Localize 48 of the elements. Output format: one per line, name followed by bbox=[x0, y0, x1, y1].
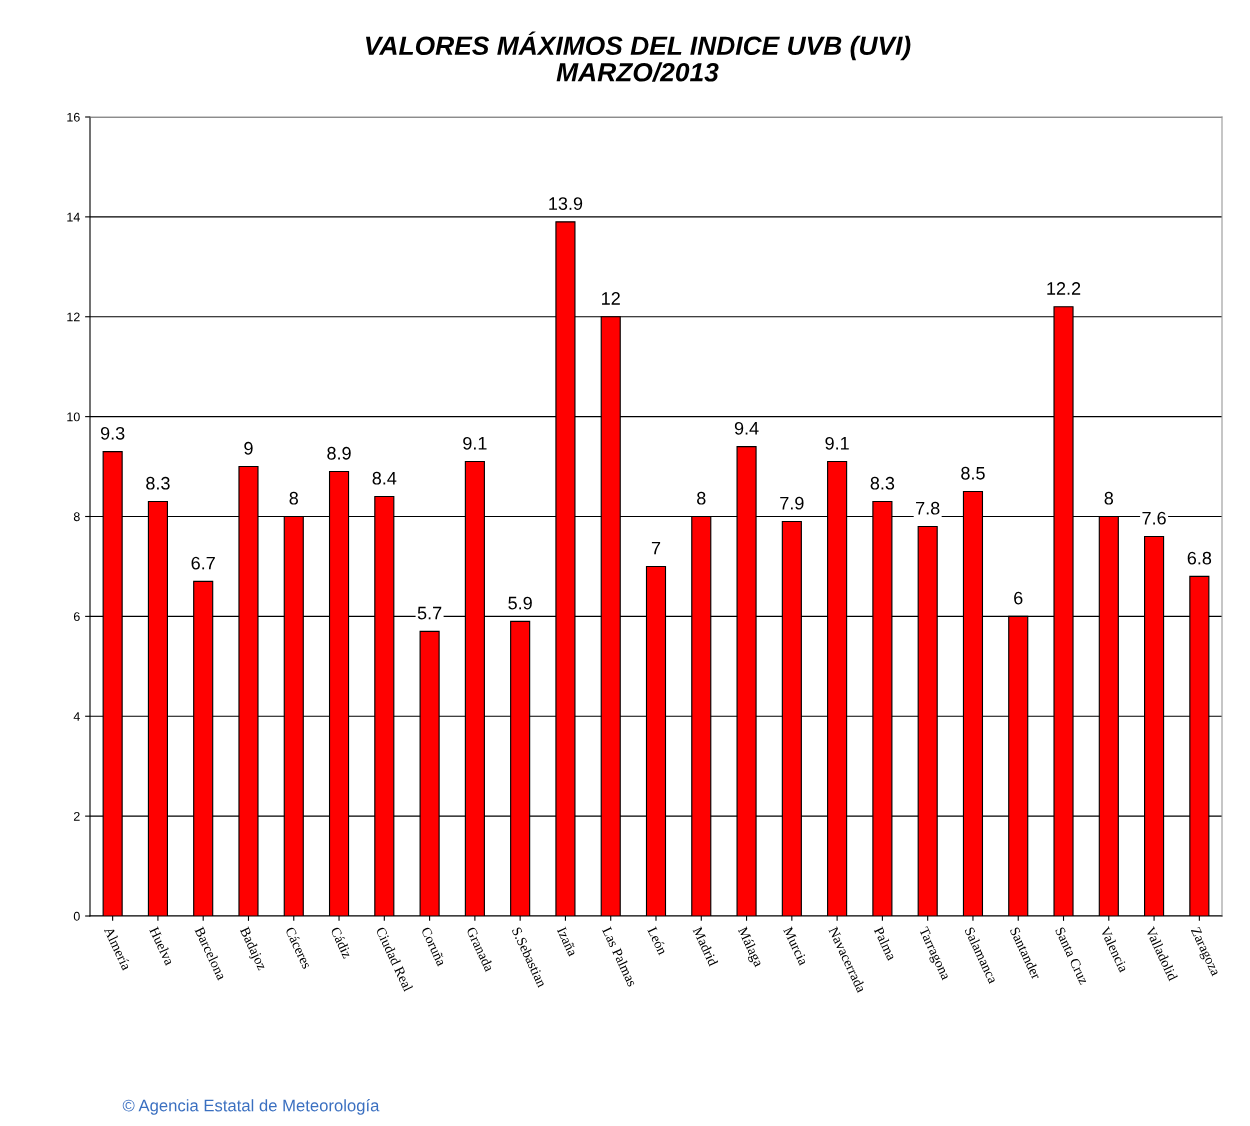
data-label: 9.3 bbox=[100, 426, 125, 440]
y-tick-label: 0 bbox=[73, 911, 80, 921]
x-tick-label: Cádiz bbox=[330, 926, 353, 959]
y-tick-label: 8 bbox=[73, 512, 80, 522]
x-tick-label: Coruña bbox=[420, 926, 447, 967]
data-label: 12.2 bbox=[1047, 282, 1081, 295]
chart-title: VALORES MÁXIMOS DEL INDICE UVB (UVI) MARZO/2013 bbox=[366, 31, 911, 82]
x-tick-label: Palma bbox=[873, 926, 897, 962]
data-label: 12 bbox=[602, 292, 620, 305]
x-tick-label: Santa Cruz bbox=[1055, 926, 1089, 986]
y-tick-label: 14 bbox=[67, 212, 80, 222]
x-tick-label: Izaña bbox=[556, 926, 578, 957]
y-tick-label: 10 bbox=[67, 412, 80, 422]
x-tick-label: Valencia bbox=[1099, 925, 1129, 974]
y-tick-label: 2 bbox=[73, 811, 80, 821]
data-label: 8.5 bbox=[961, 466, 985, 480]
data-label: 8 bbox=[1104, 491, 1114, 505]
y-tick-label: 16 bbox=[67, 112, 80, 122]
data-label: 6.7 bbox=[191, 556, 215, 570]
x-tick-label: Cáceres bbox=[285, 926, 313, 970]
data-label: 7.8 bbox=[916, 501, 940, 515]
x-tick-label: Málaga bbox=[735, 926, 765, 969]
data-label: 8 bbox=[697, 491, 706, 505]
data-label: 8.3 bbox=[146, 476, 170, 490]
data-label: 9.1 bbox=[463, 436, 487, 450]
y-tick-label: 4 bbox=[73, 712, 80, 721]
data-label: 8.9 bbox=[327, 446, 351, 460]
data-label: 9.4 bbox=[734, 421, 759, 435]
data-label: 6 bbox=[1014, 591, 1023, 605]
data-label: 7.9 bbox=[780, 496, 804, 510]
data-label: 8.4 bbox=[372, 471, 397, 485]
x-tick-label: Huelva bbox=[149, 926, 175, 967]
y-tick-label: 6 bbox=[73, 612, 80, 622]
data-label: 7.6 bbox=[1142, 511, 1166, 525]
x-tick-label: León bbox=[647, 926, 668, 956]
data-label: 9.1 bbox=[825, 436, 849, 450]
text: © Agencia Estatal de Meteorología bbox=[122, 1099, 380, 1115]
data-label: 6.8 bbox=[1187, 551, 1212, 565]
data-label: 5.7 bbox=[417, 606, 442, 620]
data-label: 8.3 bbox=[870, 476, 895, 490]
data-label: 7 bbox=[651, 541, 661, 555]
x-tick-label: Murcia bbox=[783, 926, 809, 967]
data-label: 5.9 bbox=[508, 596, 532, 610]
data-label: 8 bbox=[289, 491, 298, 505]
data-label: 13.9 bbox=[549, 197, 583, 210]
data-label: 9 bbox=[244, 441, 253, 455]
x-tick-label: Las Palmas bbox=[602, 926, 638, 988]
y-tick-label: 12 bbox=[67, 312, 80, 322]
